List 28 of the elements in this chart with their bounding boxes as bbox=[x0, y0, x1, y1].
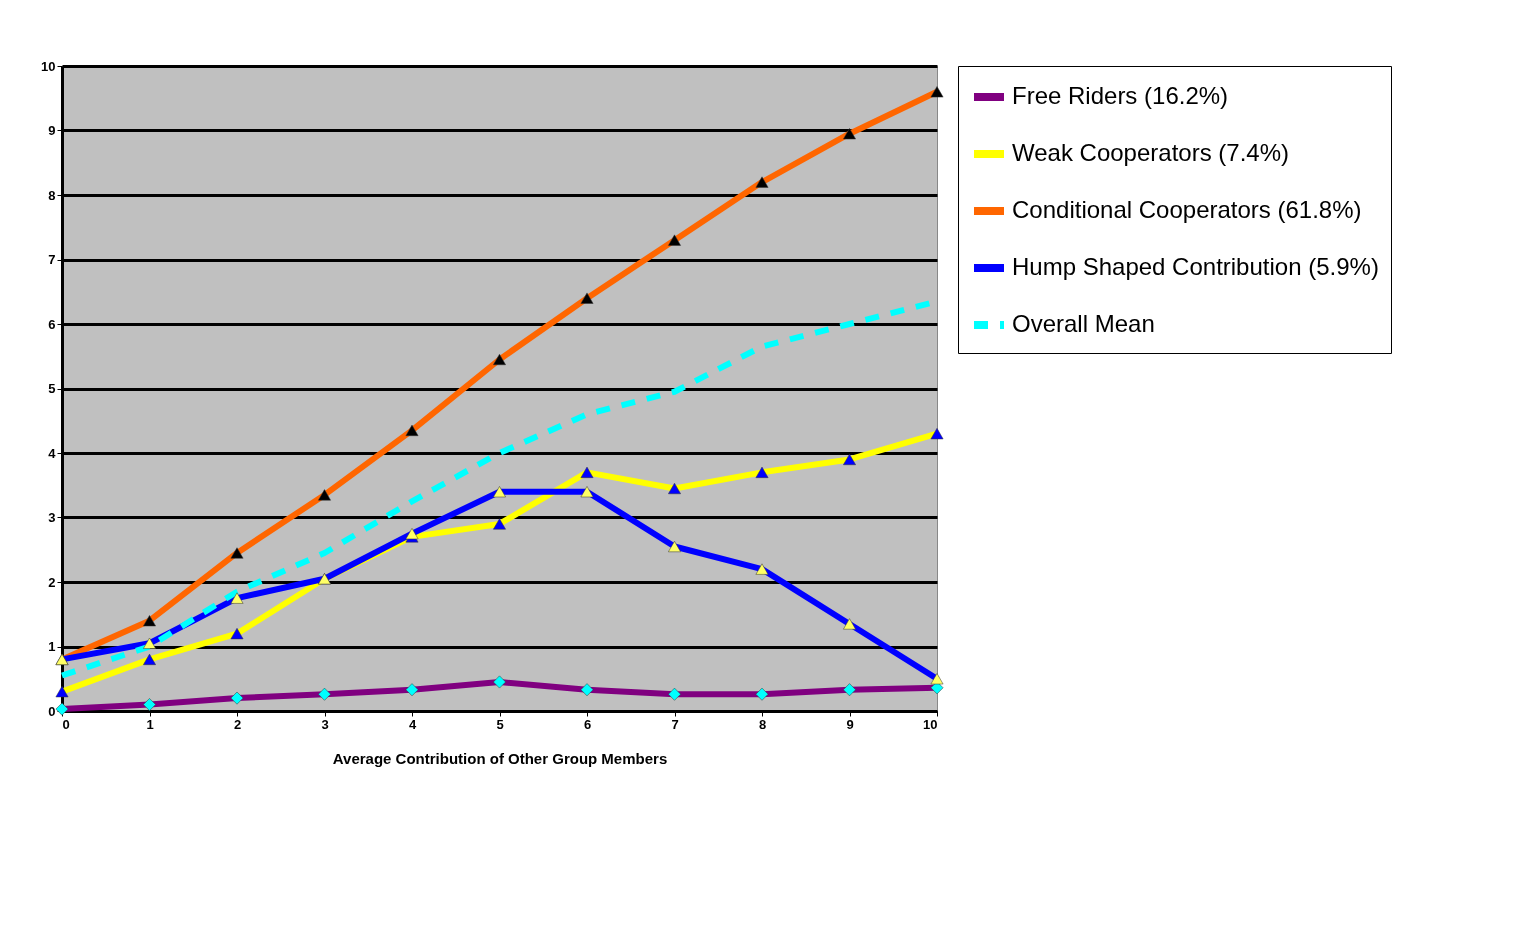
x-tick-label: 10 bbox=[923, 716, 938, 732]
y-tick-label: 7 bbox=[48, 252, 56, 267]
y-tick-label: 4 bbox=[48, 445, 57, 461]
legend-label: Overall Mean bbox=[1012, 310, 1155, 337]
y-tick-label: 0 bbox=[48, 703, 56, 719]
x-tick-label: 6 bbox=[583, 716, 592, 732]
y-tick-label: 9 bbox=[48, 123, 56, 138]
y-tick-label: 2 bbox=[48, 574, 56, 590]
y-tick-label: 5 bbox=[48, 381, 56, 396]
x-tick-label: 8 bbox=[758, 716, 767, 732]
x-tick-label: 7 bbox=[671, 716, 679, 732]
y-tick-label: 3 bbox=[48, 510, 56, 525]
x-tick-label: 4 bbox=[408, 716, 417, 732]
legend-label: Free Riders (16.2%) bbox=[1012, 82, 1229, 109]
legend-label: Hump Shaped Contribution (5.9%) bbox=[1012, 253, 1379, 280]
x-tick-label: 0 bbox=[62, 716, 70, 732]
legend-label: Conditional Cooperators (61.8%) bbox=[1012, 196, 1362, 223]
x-tick-label: 5 bbox=[496, 716, 504, 732]
y-tick-label: 6 bbox=[48, 316, 56, 332]
y-tick-label: 8 bbox=[48, 187, 56, 203]
x-axis-title: Average Contribution of Other Group Members bbox=[332, 749, 668, 767]
x-tick-label: 2 bbox=[233, 716, 242, 732]
x-tick-label: 3 bbox=[321, 716, 329, 732]
x-tick-label: 1 bbox=[146, 716, 154, 732]
y-tick-label: 1 bbox=[48, 639, 56, 654]
legend-label: Weak Cooperators (7.4%) bbox=[1012, 139, 1290, 166]
x-tick-label: 9 bbox=[846, 716, 854, 732]
y-tick-label: 10 bbox=[41, 58, 56, 74]
